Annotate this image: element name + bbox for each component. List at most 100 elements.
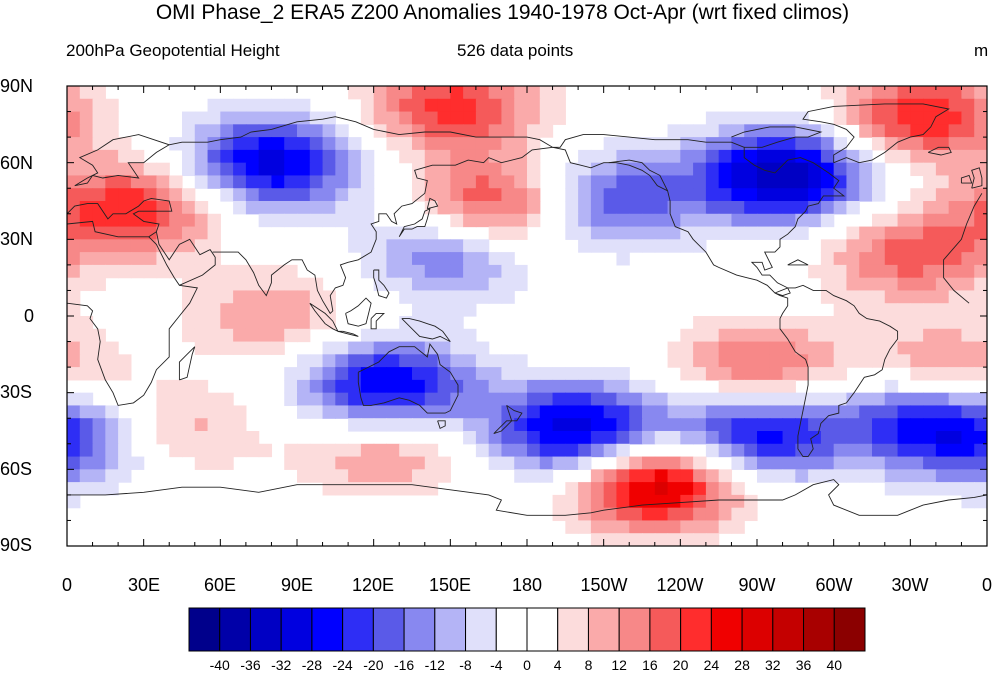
field-cell <box>527 111 541 125</box>
field-cell <box>884 226 899 240</box>
field-cell <box>705 494 720 509</box>
field-cell <box>309 137 324 151</box>
field-cell <box>948 469 963 483</box>
field-cell <box>412 354 426 368</box>
field-cell <box>782 137 796 151</box>
field-cell <box>335 137 349 151</box>
field-cell <box>680 175 694 189</box>
field-cell <box>795 137 809 151</box>
field-cell <box>322 379 336 394</box>
field-cell <box>105 405 119 419</box>
field-cell <box>348 456 362 470</box>
field-cell <box>782 341 796 355</box>
field-cell <box>808 201 822 215</box>
field-cell <box>884 277 899 292</box>
field-cell <box>872 328 886 343</box>
field-cell <box>565 367 579 381</box>
field-cell <box>424 111 439 125</box>
field-cell <box>437 405 451 419</box>
field-cell <box>309 469 324 483</box>
field-cell <box>616 201 630 215</box>
field-cell <box>284 111 298 125</box>
field-cell <box>412 175 426 189</box>
field-cell <box>258 277 273 292</box>
field-cell <box>79 239 94 253</box>
field-cell <box>373 456 388 470</box>
field-cell <box>284 290 298 304</box>
field-cell <box>859 392 873 407</box>
field-cell <box>603 162 618 177</box>
field-cell <box>948 137 963 151</box>
field-cell <box>373 86 388 100</box>
field-cell <box>309 111 324 125</box>
field-cell <box>769 354 784 368</box>
field-cell <box>373 111 388 125</box>
field-cell <box>757 405 771 419</box>
field-cell <box>463 188 477 202</box>
field-cell <box>501 379 515 394</box>
field-cell <box>820 341 835 355</box>
field-cell <box>757 111 771 125</box>
field-cell <box>603 431 618 445</box>
field-cell <box>373 443 388 458</box>
field-cell <box>488 226 503 240</box>
coastline-segment <box>927 146 952 156</box>
field-cell <box>79 392 94 407</box>
field-cell <box>961 201 975 215</box>
field-cell <box>935 264 950 279</box>
field-cell <box>488 137 503 151</box>
field-cell <box>437 264 451 279</box>
lon-label-150e: 150E <box>428 575 472 595</box>
field-cell <box>424 354 439 368</box>
field-cell <box>642 431 656 445</box>
field-cell <box>948 482 963 496</box>
field-cell <box>769 328 784 343</box>
field-cell <box>322 149 336 164</box>
field-cell <box>130 175 145 189</box>
field-cell <box>297 367 311 381</box>
field-cell <box>757 443 771 458</box>
field-cell <box>935 213 950 228</box>
field-cell <box>156 239 170 253</box>
field-cell <box>833 443 848 458</box>
field-cell <box>910 201 924 215</box>
field-cell <box>884 431 899 445</box>
field-cell <box>910 264 924 279</box>
field-cell <box>412 456 426 470</box>
field-cell <box>846 316 860 330</box>
field-cell <box>884 354 899 368</box>
lon-label-90w: 90W <box>738 575 776 595</box>
field-cell <box>207 443 221 458</box>
field-cell <box>463 162 477 177</box>
field-cell <box>220 149 234 164</box>
field-cell <box>782 405 796 419</box>
field-cell <box>820 201 835 215</box>
field-cell <box>731 443 745 458</box>
field-cell <box>92 188 106 202</box>
field-cell <box>475 149 490 164</box>
field-cell <box>859 354 873 368</box>
field-cell <box>782 418 796 432</box>
field-cell <box>820 290 835 304</box>
field-cell <box>309 188 324 202</box>
field-cell <box>616 379 630 394</box>
field-cell <box>667 175 681 189</box>
field-cell <box>616 367 630 381</box>
field-cell <box>67 443 81 458</box>
field-cell <box>616 137 630 151</box>
field-cell <box>233 201 247 215</box>
field-cell <box>373 252 388 266</box>
field-cell <box>360 98 375 113</box>
field-cell <box>833 175 848 189</box>
field-cell <box>105 354 119 368</box>
field-cell <box>399 354 413 368</box>
field-cell <box>258 149 273 164</box>
field-cell <box>782 201 796 215</box>
field-cell <box>424 252 439 266</box>
field-cell <box>846 431 860 445</box>
field-cell <box>399 239 413 253</box>
field-cell <box>603 137 618 151</box>
field-cell <box>297 456 311 470</box>
field-cell <box>360 456 375 470</box>
